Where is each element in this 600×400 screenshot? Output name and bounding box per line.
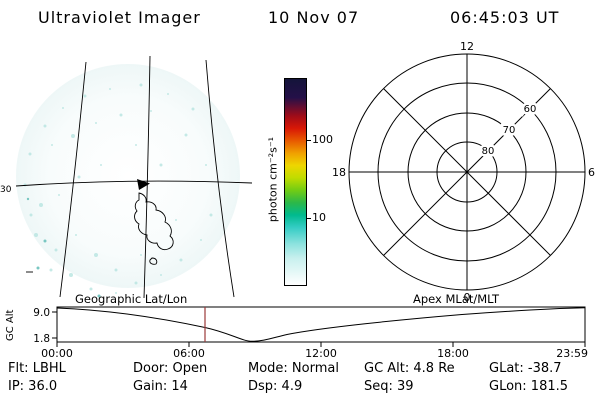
mlat-ring-label-60: 60 [524, 104, 537, 115]
polar-axis-diagonal [383, 88, 551, 256]
mlat-ring-label-70: 70 [503, 125, 516, 136]
mlt-label-6: 6 [588, 166, 595, 179]
pointer-arrow-icon [137, 179, 150, 190]
geo-image-panel: 30 [0, 55, 253, 299]
x-tick-label: 18:00 [437, 347, 469, 360]
mlt-label-12: 12 [460, 40, 474, 53]
latitude-line [15, 180, 253, 187]
colorbar-label: photon cm⁻²s⁻¹ [266, 136, 280, 223]
uv-disk [16, 64, 240, 288]
status-mode: Mode: Normal [248, 361, 339, 376]
colorbar-tick-label-10: 10 [312, 211, 326, 224]
app-title: Ultraviolet Imager [38, 8, 201, 27]
polar-panel-title: Apex MLat/MLT [413, 293, 500, 306]
longitude-line [205, 59, 235, 298]
mlt-label-18: 18 [332, 166, 346, 179]
status-dsp: Dsp: 4.9 [248, 379, 303, 394]
status-glon: GLon: 181.5 [489, 379, 569, 394]
colorbar-tick-label-100: 100 [312, 133, 333, 146]
coastline-islet [149, 257, 158, 265]
gc-alt-curve [56, 307, 586, 342]
geo-grid-lines [15, 55, 253, 299]
colorbar-gradient [284, 78, 307, 286]
status-flt: Flt: LBHL [8, 361, 66, 376]
y-tick-label-min: 1.8 [33, 333, 50, 345]
x-tick-label: 00:00 [41, 347, 73, 360]
mlat-ring-label-80: 80 [482, 146, 495, 157]
status-door: Door: Open [133, 361, 208, 376]
x-tick-label: 06:00 [173, 347, 205, 360]
colorbar-tick-mark [306, 218, 311, 219]
longitude-line [59, 61, 87, 298]
y-tick-label-max: 9.0 [33, 307, 50, 319]
longitude-line [143, 55, 151, 299]
axis-ticks [52, 311, 586, 347]
status-seq: Seq: 39 [364, 379, 414, 394]
status-glat: GLat: -38.7 [489, 361, 562, 376]
status-gain: Gain: 14 [133, 379, 188, 394]
geo-panel-title: Geographic Lat/Lon [75, 293, 187, 306]
plot-frame [56, 306, 586, 343]
uv-speckles [23, 83, 213, 294]
status-gc-alt: GC Alt: 4.8 Re [364, 361, 455, 376]
uv-speckles-bright [26, 197, 101, 298]
gc-alt-plot-panel: Geographic Lat/Lon Apex MLat/MLT 9.0 1.8… [5, 293, 588, 360]
polar-rings [348, 53, 586, 291]
polar-plot-panel: 12 18 6 0 60 70 80 [332, 40, 595, 304]
coastline [134, 192, 174, 251]
geo-lat-tick-label: 30 [0, 185, 12, 195]
x-tick-label: 12:00 [305, 347, 337, 360]
y-axis-title: GC Alt [5, 309, 16, 341]
mlt-label-0: 0 [464, 291, 471, 304]
status-ip: IP: 36.0 [8, 379, 58, 394]
colorbar-tick-mark [306, 140, 311, 141]
time-display: 06:45:03 UT [450, 8, 560, 27]
date-display: 10 Nov 07 [268, 8, 360, 27]
x-tick-label: 23:59 [556, 347, 588, 360]
